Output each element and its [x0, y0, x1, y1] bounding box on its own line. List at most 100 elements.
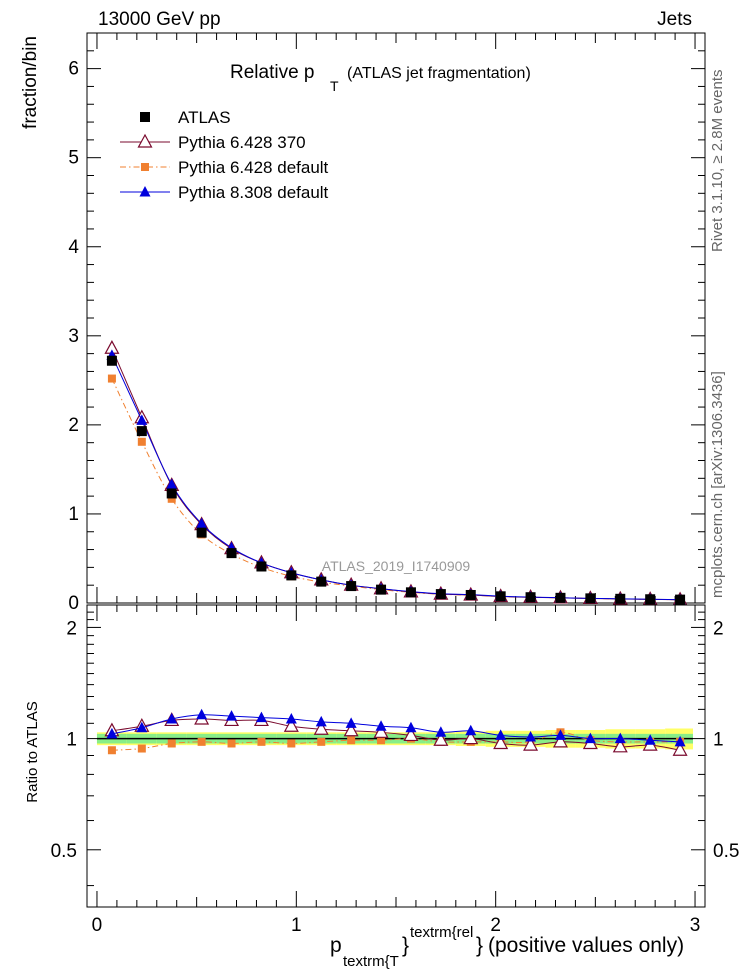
- legend-label: Pythia 8.308 default: [178, 183, 329, 202]
- data-point: [615, 593, 626, 604]
- main-data-series: [104, 340, 688, 606]
- ratio-data-point: [433, 731, 449, 746]
- data-point: [226, 548, 237, 559]
- ratio-data-point: [255, 711, 267, 723]
- ratio-data-point: [136, 721, 148, 733]
- ratio-data-point: [227, 739, 236, 748]
- ratio-y-tick-label-right: 2: [713, 618, 724, 639]
- title-rest-text: (ATLAS jet fragmentation): [347, 65, 531, 82]
- main-y-tick-label: 0: [68, 593, 79, 614]
- legend-item-pythia-8-308-default: Pythia 8.308 default: [120, 183, 329, 202]
- x-tick-label: 2: [490, 915, 501, 936]
- x-label-superscript: textrm{rel: [410, 924, 473, 941]
- ratio-data-point: [166, 712, 178, 724]
- legend-label: ATLAS: [178, 108, 231, 127]
- data-point: [286, 570, 297, 581]
- ratio-data-point: [197, 737, 206, 746]
- main-plot-panel: 0 1 2 3 4 5 6 fraction/bin ATLAS_2019_I1740909…: [20, 32, 706, 614]
- data-point: [256, 561, 267, 572]
- main-y-tick-label: 6: [68, 59, 79, 80]
- ratio-data-point: [612, 738, 628, 753]
- ratio-data-series: [104, 708, 688, 756]
- ratio-data-point: [315, 715, 327, 727]
- legend-marker: [137, 133, 153, 148]
- main-title: Relative p T (ATLAS jet fragmentation): [230, 62, 531, 94]
- data-point: [346, 581, 357, 592]
- title-subscript: T: [330, 78, 339, 94]
- x-tick-label: 3: [690, 915, 701, 936]
- ratio-data-point: [373, 724, 389, 738]
- data-point: [196, 517, 208, 529]
- main-y-tick-label: 2: [68, 415, 79, 436]
- ratio-data-point: [375, 720, 387, 731]
- data-point: [525, 592, 536, 603]
- x-label-main: p: [330, 934, 342, 957]
- legend-label: Pythia 6.428 370: [178, 133, 306, 152]
- ratio-data-point: [584, 732, 596, 744]
- ratio-data-point: [672, 741, 688, 756]
- data-point: [645, 594, 656, 605]
- ratio-data-point: [137, 744, 146, 753]
- x-label-subscript: textrm{T: [343, 953, 399, 970]
- main-axes: 0 1 2 3 4 5 6: [68, 32, 706, 614]
- header-process-label: Jets: [657, 9, 692, 30]
- legend-item-pythia-6-428-default: Pythia 6.428 default: [120, 158, 329, 177]
- ratio-data-point: [343, 722, 359, 737]
- ratio-data-point: [525, 731, 537, 742]
- ratio-data-point: [463, 730, 479, 745]
- ratio-data-point: [345, 717, 357, 728]
- ratio-y-tick-label: 2: [66, 618, 77, 639]
- data-point: [166, 478, 178, 490]
- ratio-data-point: [167, 739, 176, 748]
- ratio-data-point: [403, 727, 419, 742]
- ratio-y-axis-label: Ratio to ATLAS: [24, 701, 41, 802]
- ratio-axes: 0.5 0.5 1 1 2 2 0 1 2 3: [51, 604, 739, 936]
- ratio-data-point: [674, 735, 686, 747]
- ratio-data-point: [495, 729, 507, 740]
- ratio-data-point: [465, 724, 477, 736]
- x-axis-label: p textrm{T } textrm{rel } (positive valu…: [330, 924, 684, 970]
- legend-item-pythia-6-428-370: Pythia 6.428 370: [120, 133, 306, 152]
- data-point: [675, 594, 686, 605]
- legend-marker: [139, 186, 151, 197]
- series-atlas: [106, 355, 686, 605]
- ratio-data-point: [347, 736, 356, 745]
- data-point: [585, 593, 596, 604]
- x-label-rest: (positive values only): [488, 934, 684, 957]
- data-point: [196, 527, 207, 538]
- ratio-data-point: [554, 729, 566, 740]
- data-point: [316, 576, 327, 587]
- ratio-data-point: [106, 727, 118, 739]
- data-point: [435, 589, 446, 600]
- x-label-close-brace: }: [476, 934, 483, 957]
- x-tick-label: 1: [291, 915, 302, 936]
- data-point: [405, 587, 416, 598]
- ratio-data-point: [107, 746, 116, 755]
- mcplots-label: mcplots.cern.ch [arXiv:1306.3436]: [709, 371, 726, 598]
- ratio-data-point: [287, 739, 296, 748]
- ratio-data-point: [283, 717, 299, 732]
- ratio-data-point: [644, 734, 656, 745]
- data-point: [167, 494, 176, 503]
- data-point: [555, 592, 566, 603]
- analysis-watermark: ATLAS_2019_I1740909: [322, 558, 471, 574]
- data-point: [137, 437, 146, 446]
- main-y-tick-label: 4: [68, 237, 79, 258]
- ratio-data-point: [523, 736, 539, 751]
- data-point: [136, 414, 148, 425]
- ratio-data-point: [377, 736, 386, 745]
- legend-marker: [140, 112, 150, 122]
- ratio-y-tick-label-right: 1: [713, 730, 724, 751]
- data-point: [107, 374, 116, 383]
- ratio-data-point: [435, 726, 447, 737]
- data-point: [465, 589, 476, 600]
- ratio-series-line: [111, 731, 681, 751]
- data-point: [495, 591, 506, 602]
- main-y-tick-label: 3: [68, 326, 79, 347]
- ratio-data-point: [196, 708, 208, 720]
- main-y-tick-label: 5: [68, 148, 79, 169]
- data-point: [136, 426, 147, 437]
- legend: ATLAS Pythia 6.428 370 Pythia 6.428 defaul…: [120, 108, 329, 202]
- data-point: [166, 488, 177, 499]
